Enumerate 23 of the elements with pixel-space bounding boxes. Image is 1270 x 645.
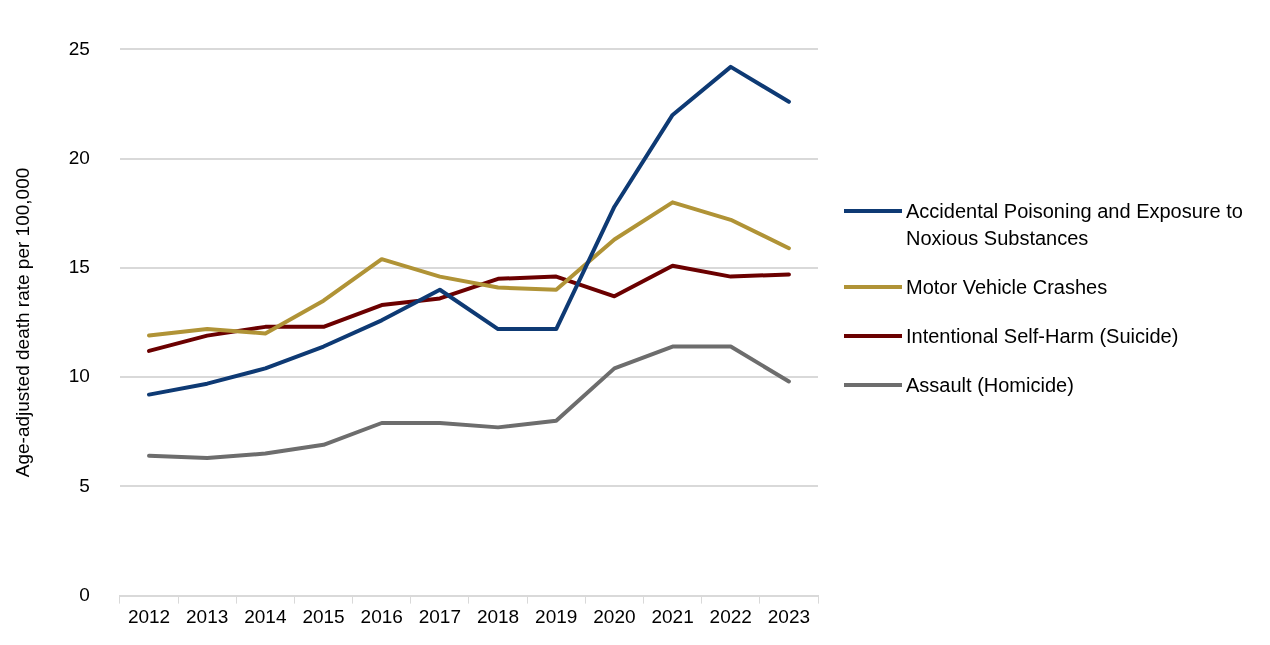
legend-label: Intentional Self-Harm (Suicide) bbox=[906, 324, 1180, 349]
x-tick-label: 2015 bbox=[302, 606, 345, 628]
x-tick-label: 2012 bbox=[127, 606, 171, 628]
y-axis-title: Age-adjusted death rate per 100,000 bbox=[11, 167, 33, 478]
y-tick-label: 20 bbox=[68, 146, 90, 168]
x-tick-label: 2022 bbox=[709, 606, 752, 628]
x-tick-label: 2014 bbox=[244, 606, 287, 628]
x-tick-label: 2020 bbox=[593, 606, 636, 628]
x-tick-label: 2023 bbox=[767, 606, 811, 628]
x-tick-label: 2021 bbox=[651, 606, 694, 628]
legend-label: Assault (Homicide) bbox=[906, 373, 1075, 398]
y-tick-label: 5 bbox=[79, 474, 90, 496]
legend-label: Motor Vehicle Crashes bbox=[906, 275, 1109, 300]
x-tick-label: 2018 bbox=[476, 606, 520, 628]
y-tick-label: 25 bbox=[68, 37, 90, 59]
y-tick-label: 10 bbox=[68, 365, 90, 387]
x-tick-label: 2017 bbox=[418, 606, 462, 628]
legend-label: Accidental Poisoning and Exposure to Noxious Substances bbox=[906, 199, 1244, 251]
x-tick-label: 2013 bbox=[186, 606, 229, 628]
y-tick-label: 15 bbox=[68, 256, 90, 278]
x-tick-label: 2019 bbox=[535, 606, 578, 628]
x-tick-label: 2016 bbox=[360, 606, 403, 628]
y-tick-label: 0 bbox=[79, 583, 90, 605]
